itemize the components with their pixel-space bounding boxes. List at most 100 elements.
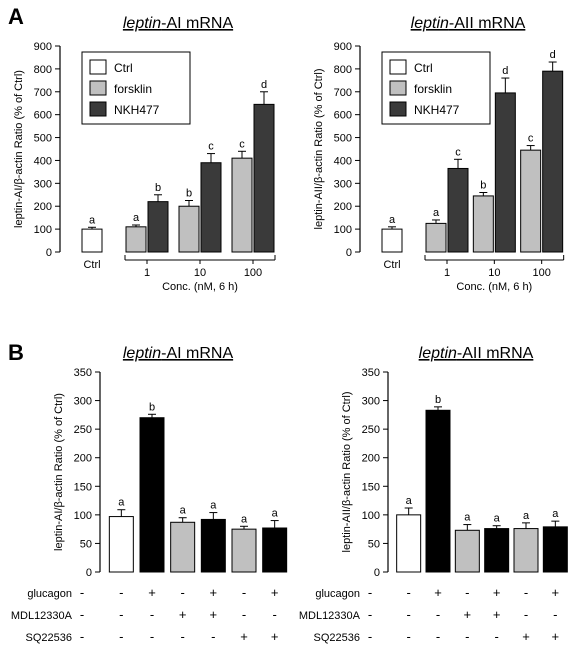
chart-a1-ctrl-sig-label: a (89, 214, 96, 226)
chart-a2-legend-label: Ctrl (414, 61, 433, 75)
chart-b1-condition-sign: - (180, 629, 184, 644)
chart-a2-y-tick-label: 800 (334, 64, 352, 76)
chart-a1-nkh477-bar (200, 162, 222, 253)
chart-b2-condition-sign: + (522, 629, 530, 644)
chart-b1-condition-sign: - (242, 585, 246, 600)
chart-a1-nkh477-sig-label: c (208, 141, 214, 153)
chart-a1-x-axis-label: Conc. (nM, 6 h) (162, 281, 238, 293)
chart-a1-forsklin-bar (231, 157, 253, 253)
chart-a2-legend-label: forsklin (414, 82, 452, 96)
chart-b2-condition-lead-sign: - (368, 629, 372, 644)
chart-a2-x-axis-label: Conc. (nM, 6 h) (456, 281, 532, 293)
chart-a2-forsklin-bar (520, 149, 542, 253)
chart-b2-y-tick-label: 300 (362, 396, 380, 408)
chart-a1: 0 100 200 300 400 500 600 700 800 900 leptin-AI/β-… (13, 41, 276, 293)
chart-b1-bar-5-bar (231, 528, 257, 573)
chart-a1-legend-swatch (89, 80, 107, 96)
chart-b1-condition-sign: + (271, 629, 279, 644)
chart-b2: 0 50 100 150 200 250 300 350 leptin-AII/β-actin … (299, 367, 568, 644)
chart-b1-condition-sign: - (119, 607, 123, 622)
chart-b1: 0 50 100 150 200 250 300 350 leptin-AI/β-actin R… (11, 367, 288, 644)
chart-a2-y-tick-label: 0 (346, 247, 352, 259)
chart-b1-condition-sign: + (210, 585, 218, 600)
chart-b1-condition-sign: + (210, 607, 218, 622)
chart-a1-nkh477-bar (147, 201, 169, 253)
chart-b2-bar-2-bar (425, 409, 451, 573)
chart-a1-y-axis-label: leptin-AI/β-actin Ratio (% of Ctrl) (13, 70, 25, 228)
chart-b2-condition-sign: - (465, 585, 469, 600)
chart-a2-y-tick-label: 700 (334, 87, 352, 99)
chart-b1-condition-sign: - (272, 607, 276, 622)
chart-b2-condition-sign: + (493, 585, 501, 600)
chart-b2-y-tick-label: 150 (362, 481, 380, 493)
chart-b1-y-tick-label: 50 (80, 538, 92, 550)
chart-a1-legend-label: forsklin (114, 82, 152, 96)
chart-b1-bar-5-sig-label: a (241, 513, 248, 525)
chart-b1-bar-6-sig-label: a (272, 508, 279, 520)
chart-b1-y-tick-label: 150 (74, 481, 92, 493)
chart-b2-condition-sign: - (524, 607, 528, 622)
chart-b2-y-axis-label: leptin-AII/β-actin Ratio (% of Ctrl) (341, 392, 353, 553)
chart-b1-bar-1-sig-label: a (118, 497, 125, 509)
chart-b1-y-tick-label: 300 (74, 396, 92, 408)
chart-a1-forsklin-sig-label: c (239, 138, 245, 150)
chart-b2-condition-sign: - (406, 629, 410, 644)
chart-a2-forsklin-sig-label: a (433, 207, 440, 219)
chart-b2-condition-label: glucagon (315, 588, 360, 600)
chart-a1-x-tick-label: 100 (244, 267, 262, 279)
chart-b2-condition-lead-sign: - (368, 607, 372, 622)
chart-b1-bar-6-bar (262, 527, 288, 573)
chart-a2-x-tick-label: 10 (488, 267, 500, 279)
chart-b2-condition-sign: - (406, 585, 410, 600)
chart-a1-nkh477-sig-label: b (155, 182, 161, 194)
chart-a1-y-tick-label: 300 (34, 178, 52, 190)
chart-b1-y-axis-label: leptin-AI/β-actin Ratio (% of Ctrl) (53, 393, 65, 551)
chart-b1-bar-4-sig-label: a (210, 500, 217, 512)
chart-a2-nkh477-bar (494, 92, 516, 253)
chart-a1-y-tick-label: 800 (34, 64, 52, 76)
chart-a1-nkh477-sig-label: d (261, 79, 267, 91)
chart-b2-condition-sign: - (436, 629, 440, 644)
chart-b2-y-tick-label: 350 (362, 367, 380, 379)
chart-a2-y-tick-label: 400 (334, 155, 352, 167)
chart-a1-title: leptin-AI mRNA (123, 15, 234, 32)
chart-b2-condition-sign: + (434, 585, 442, 600)
chart-b1-bar-3-sig-label: a (180, 505, 187, 517)
chart-a1-x-tick-label: 1 (144, 267, 150, 279)
chart-b1-condition-sign: - (150, 607, 154, 622)
chart-b1-title-italic: leptin (123, 345, 161, 362)
chart-b1-condition-sign: + (240, 629, 248, 644)
chart-b2-bar-2-sig-label: b (435, 394, 441, 406)
chart-b2-bar-1-sig-label: a (406, 495, 413, 507)
chart-a2-y-tick-label: 500 (334, 133, 352, 145)
chart-a2-ctrl-sig-label: a (389, 214, 396, 226)
chart-b2-y-tick-label: 200 (362, 453, 380, 465)
chart-a1-nkh477-bar (253, 103, 275, 253)
chart-a2-title-rest: -AII mRNA (449, 15, 526, 32)
chart-a2-title: leptin-AII mRNA (411, 15, 526, 32)
chart-a2-legend-swatch (389, 59, 407, 75)
chart-b2-condition-sign: - (524, 585, 528, 600)
chart-b1-condition-sign: - (119, 585, 123, 600)
chart-a1-legend-swatch (89, 101, 107, 117)
panel-b-letter: B (8, 340, 24, 365)
chart-b2-title-italic: leptin (419, 345, 457, 362)
chart-b1-bar-2-sig-label: b (149, 401, 155, 413)
chart-b2-condition-lead-sign: - (368, 585, 372, 600)
chart-b1-title: leptin-AI mRNA (123, 345, 234, 362)
chart-a2-nkh477-bar (447, 167, 469, 253)
chart-b1-condition-lead-sign: - (80, 629, 84, 644)
chart-b2-bar-3-sig-label: a (464, 512, 471, 524)
chart-b1-condition-label: glucagon (27, 588, 72, 600)
chart-a2-nkh477-sig-label: d (550, 49, 556, 61)
chart-b2-condition-sign: + (552, 585, 560, 600)
chart-b2-condition-sign: - (436, 607, 440, 622)
chart-b1-condition-lead-sign: - (80, 585, 84, 600)
chart-b2-bar-4-sig-label: a (494, 513, 501, 525)
chart-b1-title-rest: -AI mRNA (161, 345, 233, 362)
chart-a2-y-tick-label: 200 (334, 201, 352, 213)
chart-b2-bar-1-bar (396, 514, 422, 573)
chart-b1-bar-2-bar (139, 417, 165, 573)
chart-b1-condition-sign: + (271, 585, 279, 600)
chart-a1-y-tick-label: 700 (34, 87, 52, 99)
